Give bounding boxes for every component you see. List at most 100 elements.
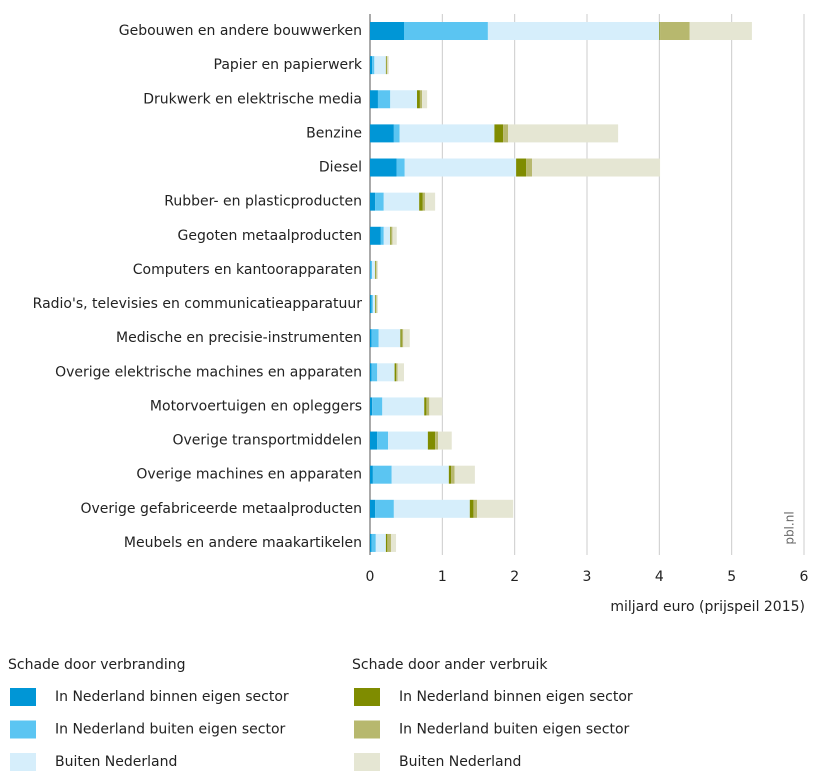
y-tick-label: Rubber- en plasticproducten (164, 194, 362, 210)
y-tick-label: Overige elektrische machines en apparate… (55, 364, 362, 380)
bar-segment (376, 295, 378, 314)
y-tick-label: Gebouwen en andere bouwwerken (119, 23, 362, 39)
bar-segment (370, 329, 372, 348)
bar-segment (393, 124, 400, 143)
bar-segment (375, 260, 376, 279)
bar-segment (388, 431, 428, 450)
bar-segment (387, 533, 391, 552)
bar-segment (419, 192, 423, 211)
bar-segment (427, 431, 436, 450)
bar-segment (419, 90, 423, 109)
bar-segment (516, 158, 527, 177)
x-tick-label: 6 (800, 569, 809, 585)
y-tick-label: Overige machines en apparaten (136, 467, 362, 483)
x-tick-label: 2 (510, 569, 519, 585)
bar-segment (376, 260, 378, 279)
legend-swatch (354, 688, 380, 706)
legend-label: In Nederland buiten eigen sector (399, 722, 630, 738)
source: pbl.nl (783, 511, 797, 544)
legend-label: In Nederland binnen eigen sector (399, 689, 633, 705)
bar-segment (372, 260, 376, 279)
bar-segment (385, 56, 387, 75)
x-tick-label: 4 (655, 569, 664, 585)
bar-segment (372, 465, 392, 484)
bar-segment (370, 192, 376, 211)
bar-segment (380, 226, 384, 245)
bar-segment (403, 22, 488, 40)
y-tick-label: Gegoten metaalproducten (178, 228, 362, 244)
bar-segment (426, 397, 430, 416)
bar-segment (404, 158, 517, 177)
bar-segment (375, 260, 377, 279)
bar-segment (532, 158, 661, 177)
bar-segment (372, 397, 383, 416)
bar-segment (503, 124, 509, 143)
y-tick-label: Overige gefabriceerde metaalproducten (80, 501, 362, 517)
bar-segment (396, 158, 405, 177)
bar-segment (370, 56, 373, 75)
bar-segment (371, 363, 378, 382)
bar-segment (386, 56, 388, 75)
bar-segment (487, 22, 660, 40)
bar-segment (390, 226, 393, 245)
bar-segment (417, 90, 420, 109)
bar-segment (372, 56, 375, 75)
bar-segment (382, 397, 425, 416)
legend-swatch (354, 753, 380, 771)
bar-segment (393, 499, 470, 518)
bar-segment (370, 499, 376, 518)
bar-segment (370, 533, 372, 552)
bar-segment (370, 363, 372, 382)
bar-segment (396, 363, 398, 382)
bar-segment (375, 192, 384, 211)
legend-swatch (10, 720, 36, 739)
bar-segment (435, 431, 438, 450)
legend-swatch (10, 753, 36, 771)
bar-segment (370, 260, 371, 279)
y-tick-label: Medische en precisie-instrumenten (116, 330, 362, 346)
bar-segment (448, 465, 452, 484)
x-tick-label: 5 (727, 569, 736, 585)
bar-segment (422, 90, 428, 109)
x-tick-label: 1 (438, 569, 447, 585)
bar-segment (378, 329, 401, 348)
y-tick-label: Radio's, televisies en communicatieappar… (33, 296, 363, 312)
bar-segment (659, 22, 661, 40)
bar-segment (370, 90, 378, 109)
y-tick-label: Meubels en andere maakartikelen (124, 535, 362, 551)
bar-segment (392, 226, 397, 245)
bar-segment (390, 533, 397, 552)
y-tick-label: Computers en kantoorapparaten (133, 262, 362, 278)
bar-segment (451, 465, 455, 484)
bar-segment (494, 124, 504, 143)
bar-segment (371, 329, 379, 348)
y-tick-label: Benzine (306, 125, 362, 141)
y-tick-label: Drukwerk en elektrische media (143, 91, 362, 107)
bar-segment (399, 124, 495, 143)
bar-segment (477, 499, 514, 518)
bar-segment (429, 397, 443, 416)
bar-segment (375, 533, 386, 552)
bar-segment (371, 533, 376, 552)
bar-segment (454, 465, 475, 484)
bar-segment (401, 329, 404, 348)
bar-segment (370, 124, 394, 143)
legend-label: In Nederland buiten eigen sector (55, 722, 286, 738)
bar-segment (508, 124, 619, 143)
bar-segment (372, 295, 376, 314)
bar-segment (370, 158, 397, 177)
bar-segment (370, 431, 378, 450)
bar-segment (375, 499, 394, 518)
bar-segment (390, 226, 391, 245)
bar-segment (390, 90, 418, 109)
bar-segment (377, 431, 389, 450)
bar-segment (370, 397, 373, 416)
bar-segment (394, 363, 397, 382)
bar-segment (469, 499, 474, 518)
x-tick-label: 0 (366, 569, 375, 585)
bar-segment (370, 22, 404, 40)
legend-swatch (10, 688, 36, 706)
bar-segment (391, 465, 449, 484)
bar-segment (370, 260, 373, 279)
bar-segment (473, 499, 478, 518)
